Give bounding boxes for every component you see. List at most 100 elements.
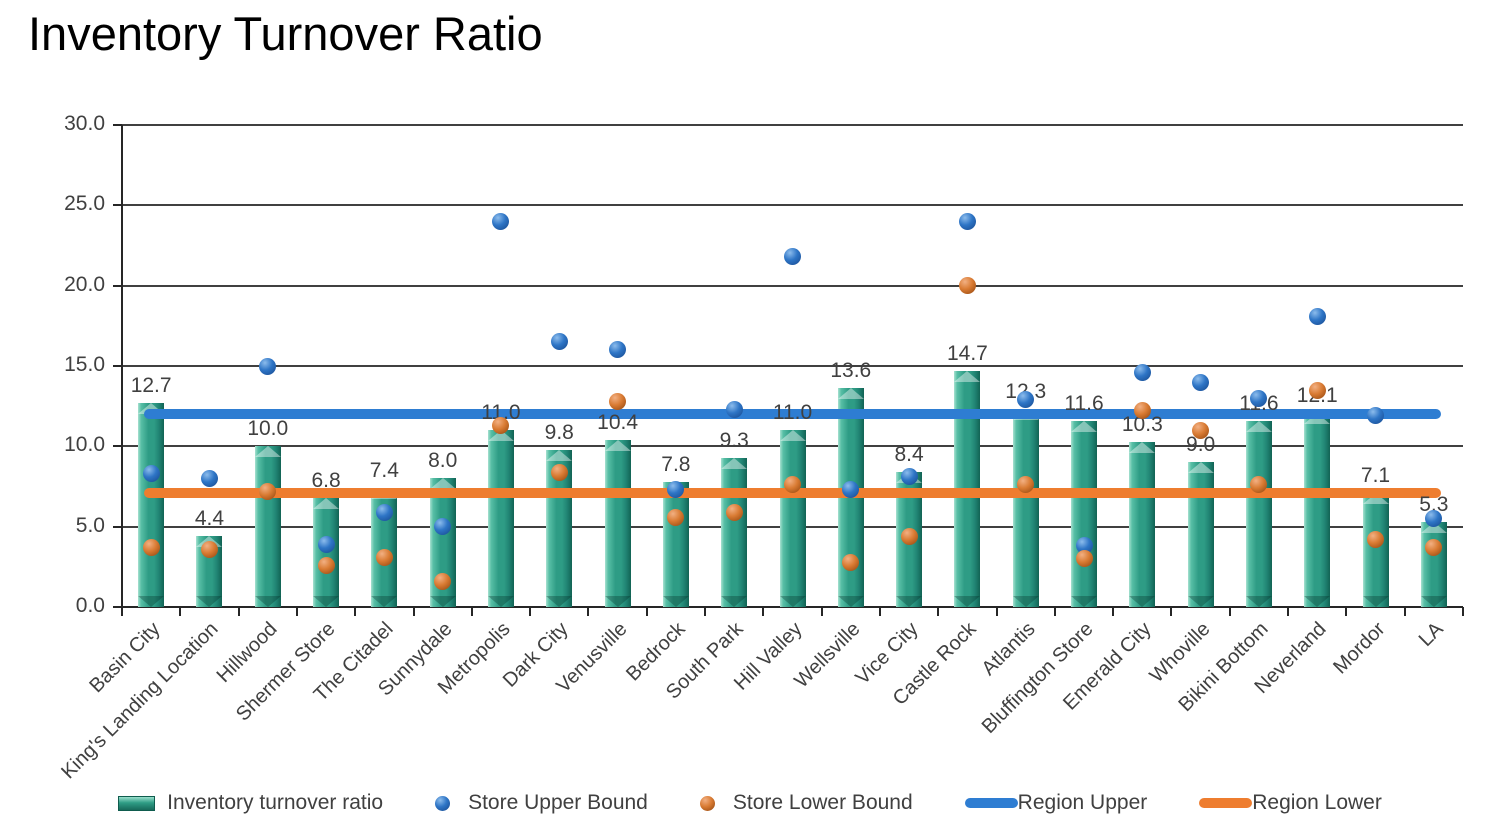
upper-bound-dot-icon xyxy=(435,795,451,811)
store-upper-bound-dot xyxy=(1367,407,1385,425)
x-axis-tick xyxy=(820,607,823,616)
store-lower-bound-dot xyxy=(667,508,685,526)
x-axis-tick xyxy=(762,607,765,616)
legend-item-region-upper: Region Upper xyxy=(964,791,1148,815)
x-axis-tick xyxy=(995,607,998,616)
store-upper-bound-dot xyxy=(784,248,801,266)
x-axis-tick xyxy=(704,607,707,616)
store-upper-bound-dot xyxy=(842,481,860,499)
store-upper-bound-dot xyxy=(200,469,218,487)
bar xyxy=(487,430,514,607)
x-axis-tick xyxy=(529,607,532,616)
bar-value-label: 7.8 xyxy=(661,452,691,476)
store-upper-bound-dot xyxy=(1133,363,1151,381)
store-lower-bound-dot xyxy=(1133,402,1151,420)
store-lower-bound-dot xyxy=(784,476,801,494)
store-lower-bound-dot xyxy=(725,503,743,521)
bar-value-label: 11.0 xyxy=(481,401,521,425)
store-upper-bound-dot xyxy=(142,465,160,483)
store-lower-bound-dot xyxy=(492,416,510,434)
y-axis-tick xyxy=(113,525,122,528)
x-axis-tick xyxy=(645,607,648,616)
store-lower-bound-dot xyxy=(1192,421,1210,439)
store-upper-bound-dot xyxy=(1308,307,1326,325)
bar-value-label: 9.8 xyxy=(544,420,574,444)
gridline xyxy=(122,365,1463,367)
region-upper-line xyxy=(144,409,1441,420)
legend-item-store-lower-bound: Store Lower Bound xyxy=(699,791,913,815)
bar-value-label: 5.3 xyxy=(1419,492,1449,516)
legend-label: Inventory turnover ratio xyxy=(167,791,384,814)
y-axis-tick xyxy=(113,124,122,126)
store-lower-bound-dot xyxy=(142,539,160,557)
y-axis-label: 15.0 xyxy=(64,353,105,376)
store-upper-bound-dot xyxy=(550,333,568,351)
store-lower-bound-dot xyxy=(200,540,218,558)
bar xyxy=(1187,462,1214,607)
bar xyxy=(1245,420,1272,608)
bar xyxy=(1012,409,1039,607)
y-axis-tick xyxy=(113,284,122,287)
store-lower-bound-dot xyxy=(842,553,860,571)
bar xyxy=(254,446,281,607)
bar-value-label: 12.7 xyxy=(130,373,172,397)
x-axis-tick xyxy=(1170,607,1173,616)
store-upper-bound-dot xyxy=(1250,389,1268,407)
bar-value-label: 14.7 xyxy=(946,341,988,365)
bar xyxy=(1304,412,1331,608)
store-upper-bound-dot xyxy=(667,481,685,499)
chart-title: Inventory Turnover Ratio xyxy=(28,7,543,60)
bar-value-label: 6.8 xyxy=(311,468,341,492)
bar xyxy=(138,402,165,608)
x-axis-tick xyxy=(295,607,298,616)
bar-value-label: 7.4 xyxy=(369,459,399,483)
bar-value-label: 11.0 xyxy=(772,401,813,425)
bar-series-swatch-icon xyxy=(118,795,156,811)
store-upper-bound-dot xyxy=(375,503,393,521)
x-axis-tick xyxy=(1053,607,1056,616)
x-axis-tick xyxy=(587,607,590,616)
store-lower-bound-dot xyxy=(958,277,976,295)
store-lower-bound-dot xyxy=(550,463,568,481)
legend-item-store-upper-bound: Store Upper Bound xyxy=(435,791,648,815)
store-upper-bound-dot xyxy=(259,357,277,375)
bar xyxy=(1129,441,1156,608)
bar-value-label: 11.6 xyxy=(1064,391,1104,415)
x-axis-line xyxy=(122,606,1463,608)
y-axis-tick xyxy=(113,606,122,608)
x-axis-tick xyxy=(237,607,240,616)
bar-value-label: 8.4 xyxy=(894,443,924,467)
bar-value-label: 10.0 xyxy=(247,417,289,441)
store-lower-bound-dot xyxy=(1017,476,1035,494)
y-axis-tick xyxy=(113,204,122,207)
legend-item-region-lower: Region Lower xyxy=(1199,791,1382,815)
x-axis-tick xyxy=(1403,607,1406,616)
store-lower-bound-dot xyxy=(1250,476,1268,494)
legend-label: Region Lower xyxy=(1252,791,1382,814)
store-upper-bound-dot xyxy=(492,212,510,230)
x-axis-tick xyxy=(1345,607,1348,616)
y-axis-label: 0.0 xyxy=(75,594,105,617)
store-lower-bound-dot xyxy=(259,482,277,500)
x-axis-tick xyxy=(878,607,881,616)
region-upper-line-icon xyxy=(964,798,1018,808)
store-upper-bound-dot xyxy=(1192,373,1210,391)
bar-value-label: 9.0 xyxy=(1186,433,1216,457)
store-upper-bound-dot xyxy=(317,535,335,553)
y-axis-label: 20.0 xyxy=(64,272,105,296)
x-axis-tick xyxy=(937,607,940,616)
store-lower-bound-dot xyxy=(1367,531,1385,549)
legend-label: Region Upper xyxy=(1017,791,1148,814)
y-axis-label: 5.0 xyxy=(75,513,105,537)
bar-value-label: 10.3 xyxy=(1121,412,1163,436)
store-upper-bound-dot xyxy=(725,400,743,418)
x-axis-tick xyxy=(121,607,123,616)
bar xyxy=(604,439,631,608)
y-axis-tick xyxy=(113,365,122,367)
store-upper-bound-dot xyxy=(1017,391,1035,409)
bar-value-label: 13.6 xyxy=(830,359,872,383)
store-upper-bound-dot xyxy=(900,468,918,486)
bar-value-label: 9.3 xyxy=(719,428,749,452)
bar-value-label: 10.4 xyxy=(597,410,639,434)
